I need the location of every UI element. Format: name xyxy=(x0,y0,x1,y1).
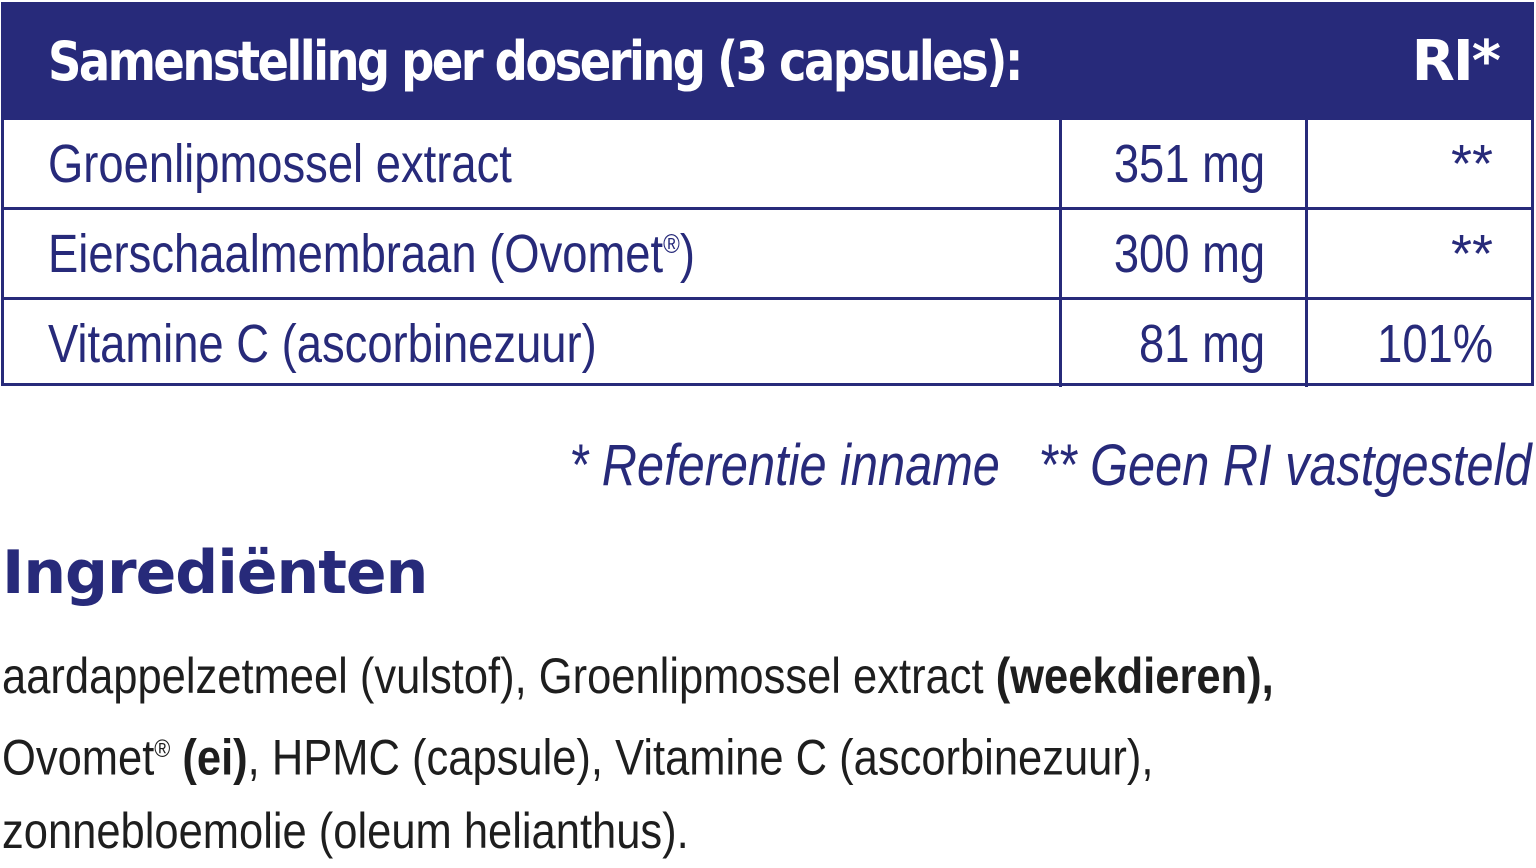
ingredients-heading: Ingrediënten xyxy=(2,538,428,608)
ri-cell: 101% xyxy=(1308,300,1531,387)
allergen-shellfish: (weekdieren), xyxy=(995,648,1274,704)
table-header: Samenstelling per dosering (3 capsules):… xyxy=(4,5,1531,117)
allergen-egg: (ei) xyxy=(170,729,248,786)
amount-cell: 81 mg xyxy=(1062,300,1308,387)
table-row: Eierschaalmembraan (Ovomet®) 300 mg ** xyxy=(4,207,1531,297)
ingredient-name: Groenlipmossel extract xyxy=(48,133,512,194)
ingredients-line-2: Ovomet® (ei), HPMC (capsule), Vitamine C… xyxy=(2,713,1429,795)
amount-value: 351 mg xyxy=(1113,133,1265,194)
ingredient-name-close: ) xyxy=(679,223,695,284)
ingredient-name-cell: Eierschaalmembraan (Ovomet®) xyxy=(4,210,1062,297)
ingredient-name-cell: Vitamine C (ascorbinezuur) xyxy=(4,300,1062,387)
ri-value: ** xyxy=(1450,223,1493,284)
ri-value: 101% xyxy=(1376,313,1493,374)
footnotes: * Referentie inname ** Geen RI vastgeste… xyxy=(570,432,1532,499)
footnote-no-ri: ** Geen RI vastgesteld xyxy=(1039,433,1532,498)
amount-value: 81 mg xyxy=(1138,313,1265,374)
ingredient-name: Eierschaalmembraan (Ovomet®) xyxy=(48,223,695,285)
footnote-reference-intake: * Referentie inname xyxy=(569,433,1001,498)
registered-mark: ® xyxy=(663,228,680,259)
table-row: Vitamine C (ascorbinezuur) 81 mg 101% xyxy=(4,297,1531,387)
ri-cell: ** xyxy=(1308,120,1531,207)
amount-cell: 351 mg xyxy=(1062,120,1308,207)
ingredients-line-3: zonnebloemolie (oleum helianthus). xyxy=(2,795,1429,868)
ingredient-name-text: Eierschaalmembraan (Ovomet xyxy=(48,223,664,284)
table-title: Samenstelling per dosering (3 capsules): xyxy=(48,29,1023,93)
ingredients-text: aardappelzetmeel (vulstof), Groenlipmoss… xyxy=(2,640,1429,868)
amount-value: 300 mg xyxy=(1113,223,1265,284)
ri-column-header: RI* xyxy=(1411,28,1501,94)
composition-table: Samenstelling per dosering (3 capsules):… xyxy=(1,2,1534,387)
ingredients-text-part: , HPMC (capsule), Vitamine C (ascorbinez… xyxy=(247,729,1154,786)
ingredients-text-part: zonnebloemolie (oleum helianthus). xyxy=(2,802,689,859)
amount-cell: 300 mg xyxy=(1062,210,1308,297)
registered-mark: ® xyxy=(154,735,171,763)
ingredients-text-part: Ovomet xyxy=(2,729,155,786)
ingredient-name-cell: Groenlipmossel extract xyxy=(4,120,1062,207)
ri-cell: ** xyxy=(1308,210,1531,297)
table-row: Groenlipmossel extract 351 mg ** xyxy=(4,117,1531,207)
ingredients-line-1: aardappelzetmeel (vulstof), Groenlipmoss… xyxy=(2,640,1429,713)
ri-value: ** xyxy=(1450,133,1493,194)
ingredients-text-part: aardappelzetmeel (vulstof), Groenlipmoss… xyxy=(2,648,996,704)
ingredient-name: Vitamine C (ascorbinezuur) xyxy=(48,313,597,374)
